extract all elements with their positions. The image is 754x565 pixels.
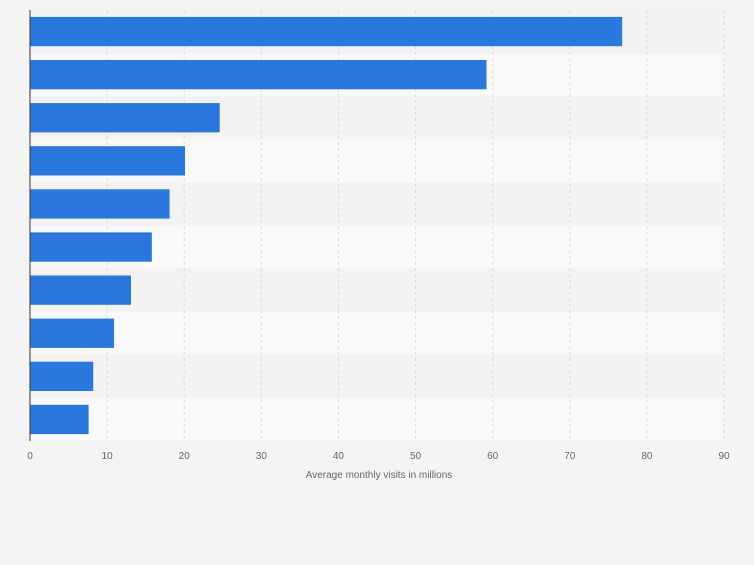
bar[interactable] [30, 59, 487, 90]
bar[interactable] [30, 318, 115, 348]
bar[interactable] [30, 146, 185, 176]
bars [30, 16, 623, 435]
bar[interactable] [30, 275, 132, 305]
row-band [30, 354, 724, 398]
x-tick-label: 70 [564, 451, 576, 462]
x-axis-title: Average monthly visits in millions [306, 470, 453, 481]
bar[interactable] [30, 189, 170, 219]
x-tick-label: 60 [487, 451, 499, 462]
x-tick-label: 0 [27, 451, 33, 462]
row-band [30, 311, 724, 355]
bar[interactable] [30, 103, 220, 133]
x-tick-label: 50 [410, 451, 422, 462]
bar[interactable] [30, 404, 89, 435]
x-tick-label: 20 [179, 451, 191, 462]
x-tick-labels: 0 10 20 30 40 50 60 70 80 90 [27, 451, 730, 462]
x-tick-label: 90 [718, 451, 730, 462]
x-tick-label: 80 [641, 451, 653, 462]
row-band [30, 268, 724, 312]
bar[interactable] [30, 16, 623, 47]
x-tick-label: 40 [333, 451, 345, 462]
bar[interactable] [30, 361, 94, 392]
row-band [30, 397, 724, 441]
bar[interactable] [30, 232, 152, 262]
x-tick-label: 30 [256, 451, 268, 462]
x-tick-label: 10 [102, 451, 114, 462]
